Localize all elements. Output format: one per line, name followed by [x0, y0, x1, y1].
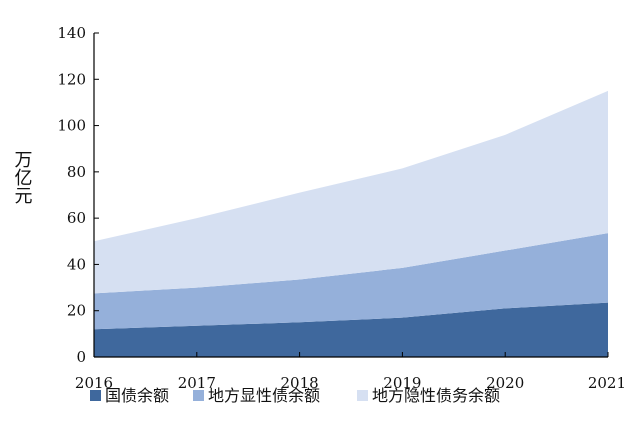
y-tick-label: 60: [67, 209, 86, 227]
x-tick-label: 2019: [383, 374, 421, 392]
legend-label-0: 国债余额: [105, 386, 169, 405]
legend-swatch-1: [193, 390, 204, 401]
y-tick-label: 120: [57, 70, 86, 88]
y-tick-label: 100: [57, 117, 86, 135]
y-tick-label: 0: [76, 348, 86, 366]
area-series-1: [94, 233, 608, 330]
x-tick-label: 2018: [281, 374, 319, 392]
y-tick-label: 40: [67, 255, 86, 273]
x-tick-label: 2021: [588, 374, 626, 392]
legend-label-1: 地方显性债余额: [208, 386, 320, 405]
y-tick-label: 140: [57, 24, 86, 42]
x-tick-label: 2017: [178, 374, 216, 392]
x-tick-label: 2016: [75, 374, 113, 392]
legend: 国债余额 地方显性债余额 地方隐性债务余额: [90, 386, 500, 405]
legend-swatch-2: [357, 390, 368, 401]
legend-swatch-0: [90, 390, 101, 401]
x-tick-label: 2020: [486, 374, 524, 392]
area-series-2: [94, 90, 608, 294]
area-series-0: [94, 302, 608, 357]
y-tick-label: 20: [67, 302, 86, 320]
y-axis-label: 万亿元: [12, 150, 33, 204]
y-tick-label: 80: [67, 163, 86, 181]
legend-label-2: 地方隐性债务余额: [372, 386, 500, 405]
axes: 0 20 40 60 80 100 120 140 2016 2017 2018 2019 2020 20…: [57, 24, 626, 392]
area-layers: [94, 90, 608, 357]
